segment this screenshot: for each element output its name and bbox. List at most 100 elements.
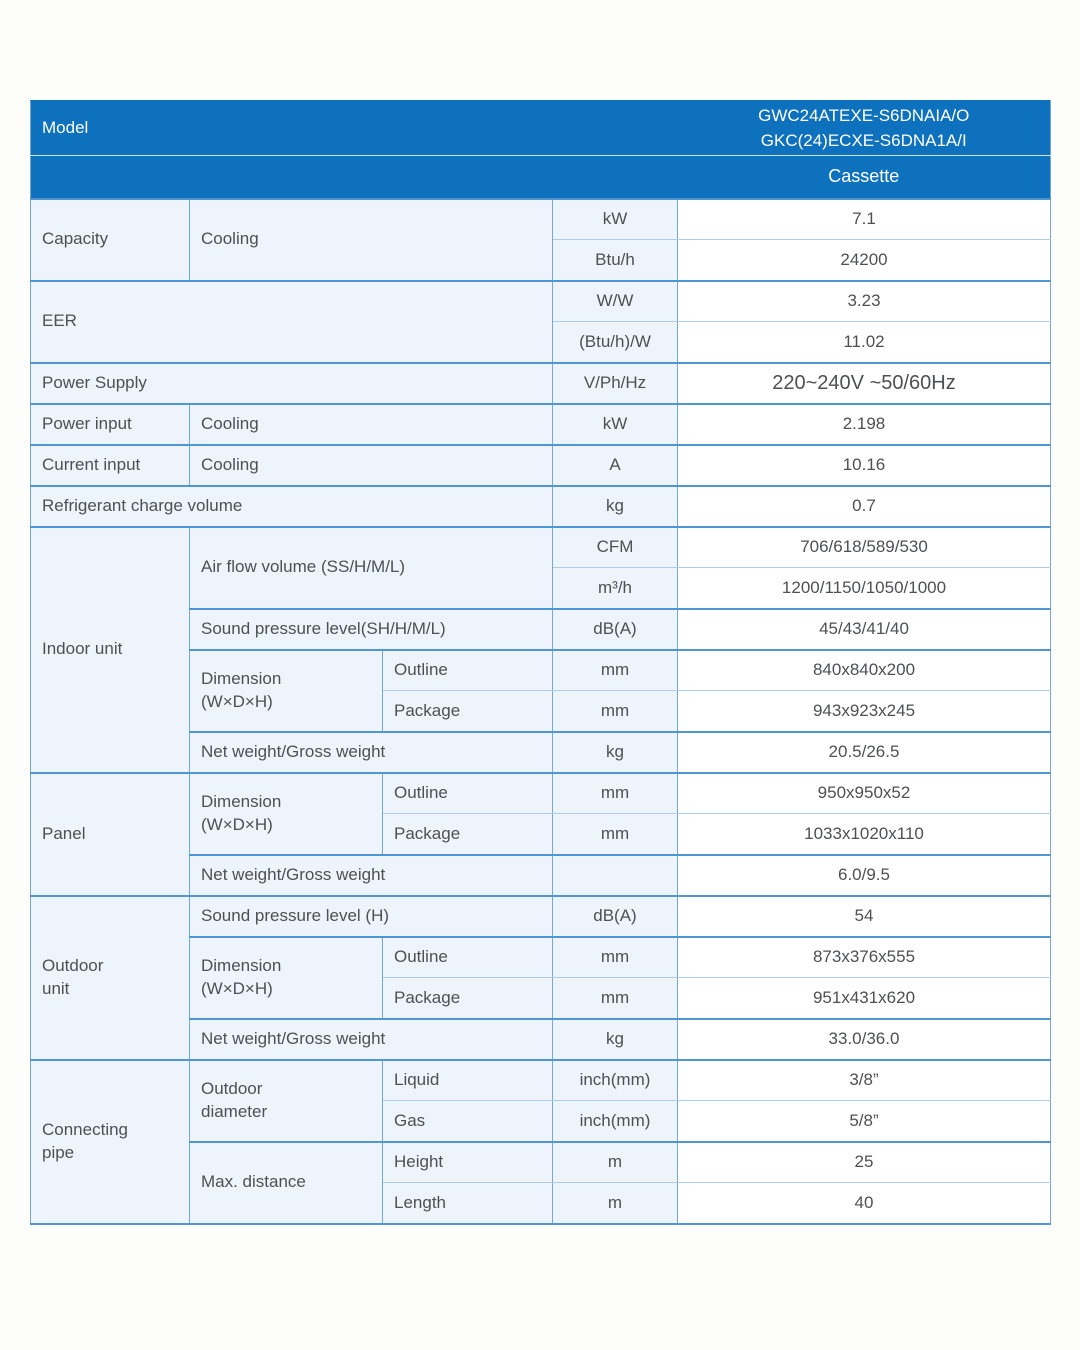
outdoor-outline-unit-cell: mm [552,935,678,978]
indoor-airflow-cfm-unit-cell: CFM [552,525,678,568]
pipe-liquid-value-cell: 3/8” [677,1058,1051,1101]
outdoor-weight-value-cell: 33.0/36.0 [677,1017,1051,1060]
capacity-mode-cell: Cooling [189,197,553,281]
power-supply-row: Power Supply V/Ph/Hz 220~240V ~50/60Hz [30,361,1051,404]
outdoor-outline-label-cell: Outline [382,935,553,978]
pipe-height-label-cell: Height [382,1140,553,1183]
pipe-gas-unit-cell: inch(mm) [552,1100,678,1142]
panel-outline-label-cell: Outline [382,771,553,814]
indoor-airflow-cfm-row: Indoor unit Air flow volume (SS/H/M/L) C… [30,525,1051,773]
indoor-weight-unit-cell: kg [552,730,678,773]
indoor-airflow-m3h-row: m³/h 1200/1150/1050/1000 [31,567,1051,609]
panel-weight-row: Net weight/Gross weight 6.0/9.5 [31,853,1051,896]
eer-label-cell: EER [30,279,553,363]
indoor-weight-label-cell: Net weight/Gross weight [189,730,553,773]
panel-package-value-cell: 1033x1020x110 [677,813,1051,855]
outdoor-package-label-cell: Package [382,977,553,1019]
current-input-unit-cell: A [552,443,678,486]
eer-btuw-unit-cell: (Btu/h)/W [552,321,678,363]
panel-outline-value-cell: 950x950x52 [677,771,1051,814]
type-header-row: Cassette [30,155,1051,199]
power-input-row: Power input Cooling kW 2.198 [30,402,1051,445]
indoor-outline-label-cell: Outline [382,648,553,691]
spec-table: Model GWC24ATEXE-S6DNAIA/O GKC(24)ECXE-S… [30,100,1051,1225]
current-input-row: Current input Cooling A 10.16 [30,443,1051,486]
indoor-outline-unit-cell: mm [552,648,678,691]
pipe-gas-label-cell: Gas [382,1100,553,1142]
indoor-sound-row: Sound pressure level(SH/H/M/L) dB(A) 45/… [31,607,1051,650]
pipe-liquid-row: Connecting pipe Outdoor diameter Liquid … [30,1058,1051,1224]
refrigerant-row: Refrigerant charge volume kg 0.7 [30,484,1051,527]
outdoor-dimension-package-row: Package mm 951x431x620 [31,977,1051,1019]
type-label-cell [30,155,678,199]
indoor-dimension-outline-row: Dimension (W×D×H) Outline mm 840x840x200 [31,648,1051,732]
pipe-height-row: Max. distance Height m 25 [31,1140,1051,1224]
indoor-unit-label-cell: Indoor unit [30,525,190,773]
indoor-weight-row: Net weight/Gross weight kg 20.5/26.5 [31,730,1051,773]
outdoor-sound-row: Outdoor unit Sound pressure level (H) dB… [30,894,1051,1060]
eer-ww-row: EER W/W 3.23 [30,279,1051,363]
pipe-height-value-cell: 25 [677,1140,1051,1183]
indoor-outline-value-cell: 840x840x200 [677,648,1051,691]
power-input-unit-cell: kW [552,402,678,445]
indoor-airflow-m3h-value-cell: 1200/1150/1050/1000 [677,567,1051,609]
indoor-sound-unit-cell: dB(A) [552,607,678,650]
capacity-kw-value-cell: 7.1 [677,197,1051,240]
current-input-mode-cell: Cooling [189,443,553,486]
capacity-label-cell: Capacity [30,197,190,281]
outdoor-package-value-cell: 951x431x620 [677,977,1051,1019]
capacity-btu-row: Btu/h 24200 [31,239,1051,281]
indoor-airflow-label-cell: Air flow volume (SS/H/M/L) [189,525,553,609]
indoor-sound-label-cell: Sound pressure level(SH/H/M/L) [189,607,553,650]
current-input-label-cell: Current input [30,443,190,486]
capacity-btu-unit-cell: Btu/h [552,239,678,281]
outdoor-outline-value-cell: 873x376x555 [677,935,1051,978]
outdoor-dimension-outline-row: Dimension (W×D×H) Outline mm 873x376x555 [31,935,1051,1019]
panel-package-label-cell: Package [382,813,553,855]
pipe-length-label-cell: Length [382,1182,553,1224]
indoor-airflow-cfm-value-cell: 706/618/589/530 [677,525,1051,568]
outdoor-package-unit-cell: mm [552,977,678,1019]
outdoor-sound-label-cell: Sound pressure level (H) [189,894,553,937]
outdoor-unit-label-cell: Outdoor unit [30,894,190,1060]
pipe-length-unit-cell: m [552,1182,678,1224]
eer-ww-unit-cell: W/W [552,279,678,322]
panel-dimension-package-row: Package mm 1033x1020x110 [31,813,1051,855]
power-supply-unit-cell: V/Ph/Hz [552,361,678,404]
panel-label-cell: Panel [30,771,190,896]
panel-dimension-label-cell: Dimension (W×D×H) [189,771,383,855]
current-input-value-cell: 10.16 [677,443,1051,486]
panel-outline-unit-cell: mm [552,771,678,814]
capacity-kw-row: Capacity Cooling kW 7.1 [30,197,1051,281]
power-input-value-cell: 2.198 [677,402,1051,445]
model-header-row: Model GWC24ATEXE-S6DNAIA/O GKC(24)ECXE-S… [30,100,1051,156]
pipe-gas-value-cell: 5/8” [677,1100,1051,1142]
outdoor-weight-row: Net weight/Gross weight kg 33.0/36.0 [31,1017,1051,1060]
indoor-package-label-cell: Package [382,690,553,732]
refrigerant-label-cell: Refrigerant charge volume [30,484,553,527]
indoor-weight-value-cell: 20.5/26.5 [677,730,1051,773]
panel-package-unit-cell: mm [552,813,678,855]
outdoor-weight-label-cell: Net weight/Gross weight [189,1017,553,1060]
connecting-pipe-label-cell: Connecting pipe [30,1058,190,1224]
outdoor-weight-unit-cell: kg [552,1017,678,1060]
pipe-diameter-label-cell: Outdoor diameter [189,1058,383,1142]
power-supply-value-cell: 220~240V ~50/60Hz [677,361,1051,404]
pipe-liquid-unit-cell: inch(mm) [552,1058,678,1101]
model-value-cell: GWC24ATEXE-S6DNAIA/O GKC(24)ECXE-S6DNA1A… [677,100,1051,156]
indoor-dimension-package-row: Package mm 943x923x245 [31,690,1051,732]
panel-dimension-outline-row: Panel Dimension (W×D×H) Outline mm 950x9… [30,771,1051,896]
pipe-gas-row: Gas inch(mm) 5/8” [31,1100,1051,1142]
refrigerant-unit-cell: kg [552,484,678,527]
indoor-sound-value-cell: 45/43/41/40 [677,607,1051,650]
eer-btuw-row: (Btu/h)/W 11.02 [31,321,1051,363]
eer-btuw-value-cell: 11.02 [677,321,1051,363]
capacity-btu-value-cell: 24200 [677,239,1051,281]
indoor-dimension-label-cell: Dimension (W×D×H) [189,648,383,732]
model-label-cell: Model [30,100,678,156]
type-value-cell: Cassette [677,155,1051,199]
indoor-package-unit-cell: mm [552,690,678,732]
eer-ww-value-cell: 3.23 [677,279,1051,322]
power-input-mode-cell: Cooling [189,402,553,445]
